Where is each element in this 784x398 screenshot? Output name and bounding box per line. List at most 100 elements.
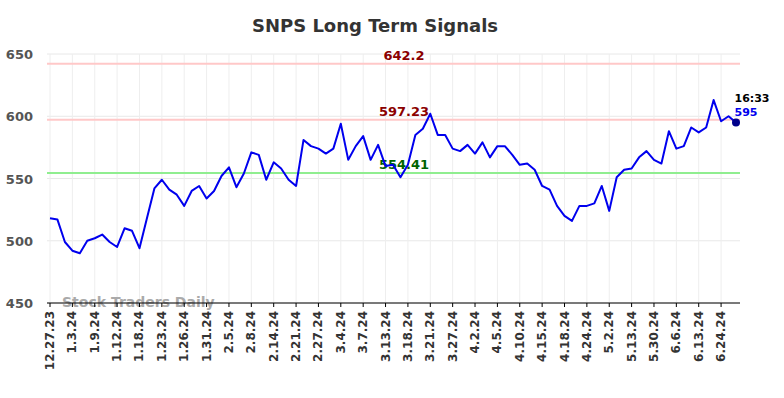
grid-line — [47, 178, 740, 179]
x-tick-label: 4.18.24 — [558, 311, 572, 362]
x-tick — [139, 303, 140, 307]
grid-line — [47, 240, 740, 241]
x-tick — [698, 303, 699, 307]
x-tick — [676, 303, 677, 307]
x-tick — [721, 303, 722, 307]
x-tick-label: 2.5.24 — [222, 311, 236, 354]
x-tick — [363, 303, 364, 307]
x-tick — [385, 303, 386, 307]
reference-line — [47, 63, 740, 65]
x-tick — [50, 303, 51, 307]
x-tick — [542, 303, 543, 307]
x-tick — [475, 303, 476, 307]
y-tick-label: 500 — [6, 234, 33, 249]
chart: SNPS Long Term Signals 450 500 550 600 650 Sto… — [0, 0, 784, 398]
x-tick-label: 3.13.24 — [379, 311, 393, 362]
time-label: 16:33 — [734, 92, 769, 105]
x-tick-label: 4.15.24 — [535, 311, 549, 362]
grid-line — [50, 54, 51, 303]
x-tick-label: 6.6.24 — [669, 311, 683, 354]
x-tick — [340, 303, 341, 307]
x-tick — [251, 303, 252, 307]
x-tick-label: 4.2.24 — [468, 311, 482, 354]
x-tick-label: 1.31.24 — [200, 311, 214, 362]
grid-line — [653, 54, 654, 303]
x-tick-label: 5.13.24 — [625, 311, 639, 362]
last-point — [732, 118, 740, 126]
grid-line — [564, 54, 565, 303]
x-tick — [452, 303, 453, 307]
grid-line — [586, 54, 587, 303]
x-tick-label: 2.27.24 — [311, 311, 325, 362]
x-tick — [161, 303, 162, 307]
x-tick-label: 4.10.24 — [513, 311, 527, 362]
x-tick-label: 3.21.24 — [423, 311, 437, 362]
grid-line — [184, 54, 185, 303]
grid-line — [609, 54, 610, 303]
grid-line — [47, 303, 740, 304]
grid-line — [385, 54, 386, 303]
grid-line — [676, 54, 677, 303]
plot-group — [50, 100, 740, 253]
grid-line — [475, 54, 476, 303]
grid-line — [206, 54, 207, 303]
price-line — [50, 100, 736, 253]
reference-line — [47, 119, 740, 121]
watermark: Stock Traders Daily — [62, 294, 215, 310]
x-tick-label: 6.24.24 — [714, 311, 728, 362]
y-tick-label: 550 — [6, 172, 33, 187]
x-tick — [273, 303, 274, 307]
reference-line — [47, 172, 740, 174]
grid-line — [407, 54, 408, 303]
x-tick-label: 1.9.24 — [88, 311, 102, 354]
x-tick — [94, 303, 95, 307]
title: SNPS Long Term Signals — [252, 15, 498, 36]
grid-line — [430, 54, 431, 303]
x-tick-label: 4.24.24 — [580, 311, 594, 362]
x-tick-label: 1.12.24 — [110, 311, 124, 362]
x-tick — [519, 303, 520, 307]
x-tick — [586, 303, 587, 307]
grid-line — [497, 54, 498, 303]
x-tick-label: 1.23.24 — [155, 311, 169, 362]
grid-line — [698, 54, 699, 303]
x-tick — [497, 303, 498, 307]
grid-line — [273, 54, 274, 303]
grid-line — [161, 54, 162, 303]
grid-line — [452, 54, 453, 303]
y-tick-label: 600 — [6, 109, 33, 124]
x-tick — [117, 303, 118, 307]
x-tick — [407, 303, 408, 307]
x-tick-label: 3.27.24 — [446, 311, 460, 362]
x-tick-label: 6.13.24 — [692, 311, 706, 362]
x-tick-label: 3.7.24 — [356, 311, 370, 354]
x-tick — [228, 303, 229, 307]
y-tick-label: 650 — [6, 47, 33, 62]
grid-line — [519, 54, 520, 303]
grid-line — [94, 54, 95, 303]
reference-label: 597.23 — [379, 104, 429, 119]
x-tick-label: 3.18.24 — [401, 311, 415, 362]
x-tick — [609, 303, 610, 307]
grid-line — [117, 54, 118, 303]
x-tick — [206, 303, 207, 307]
grid-line — [542, 54, 543, 303]
x-tick-label: 5.30.24 — [647, 311, 661, 362]
x-tick-label: 12.27.23 — [43, 311, 57, 370]
x-tick-label: 5.2.24 — [602, 311, 616, 354]
reference-label: 642.2 — [383, 48, 424, 63]
grid-line — [340, 54, 341, 303]
x-tick — [564, 303, 565, 307]
x-tick-label: 2.14.24 — [267, 311, 281, 362]
x-tick — [72, 303, 73, 307]
x-tick — [184, 303, 185, 307]
grid-line — [72, 54, 73, 303]
y-tick-label: 450 — [6, 296, 33, 311]
x-tick-label: 1.18.24 — [132, 311, 146, 362]
x-tick-label: 1.3.24 — [65, 311, 79, 354]
grid-line — [363, 54, 364, 303]
x-tick — [653, 303, 654, 307]
x-tick-label: 3.4.24 — [334, 311, 348, 354]
x-tick — [296, 303, 297, 307]
grid-line — [251, 54, 252, 303]
